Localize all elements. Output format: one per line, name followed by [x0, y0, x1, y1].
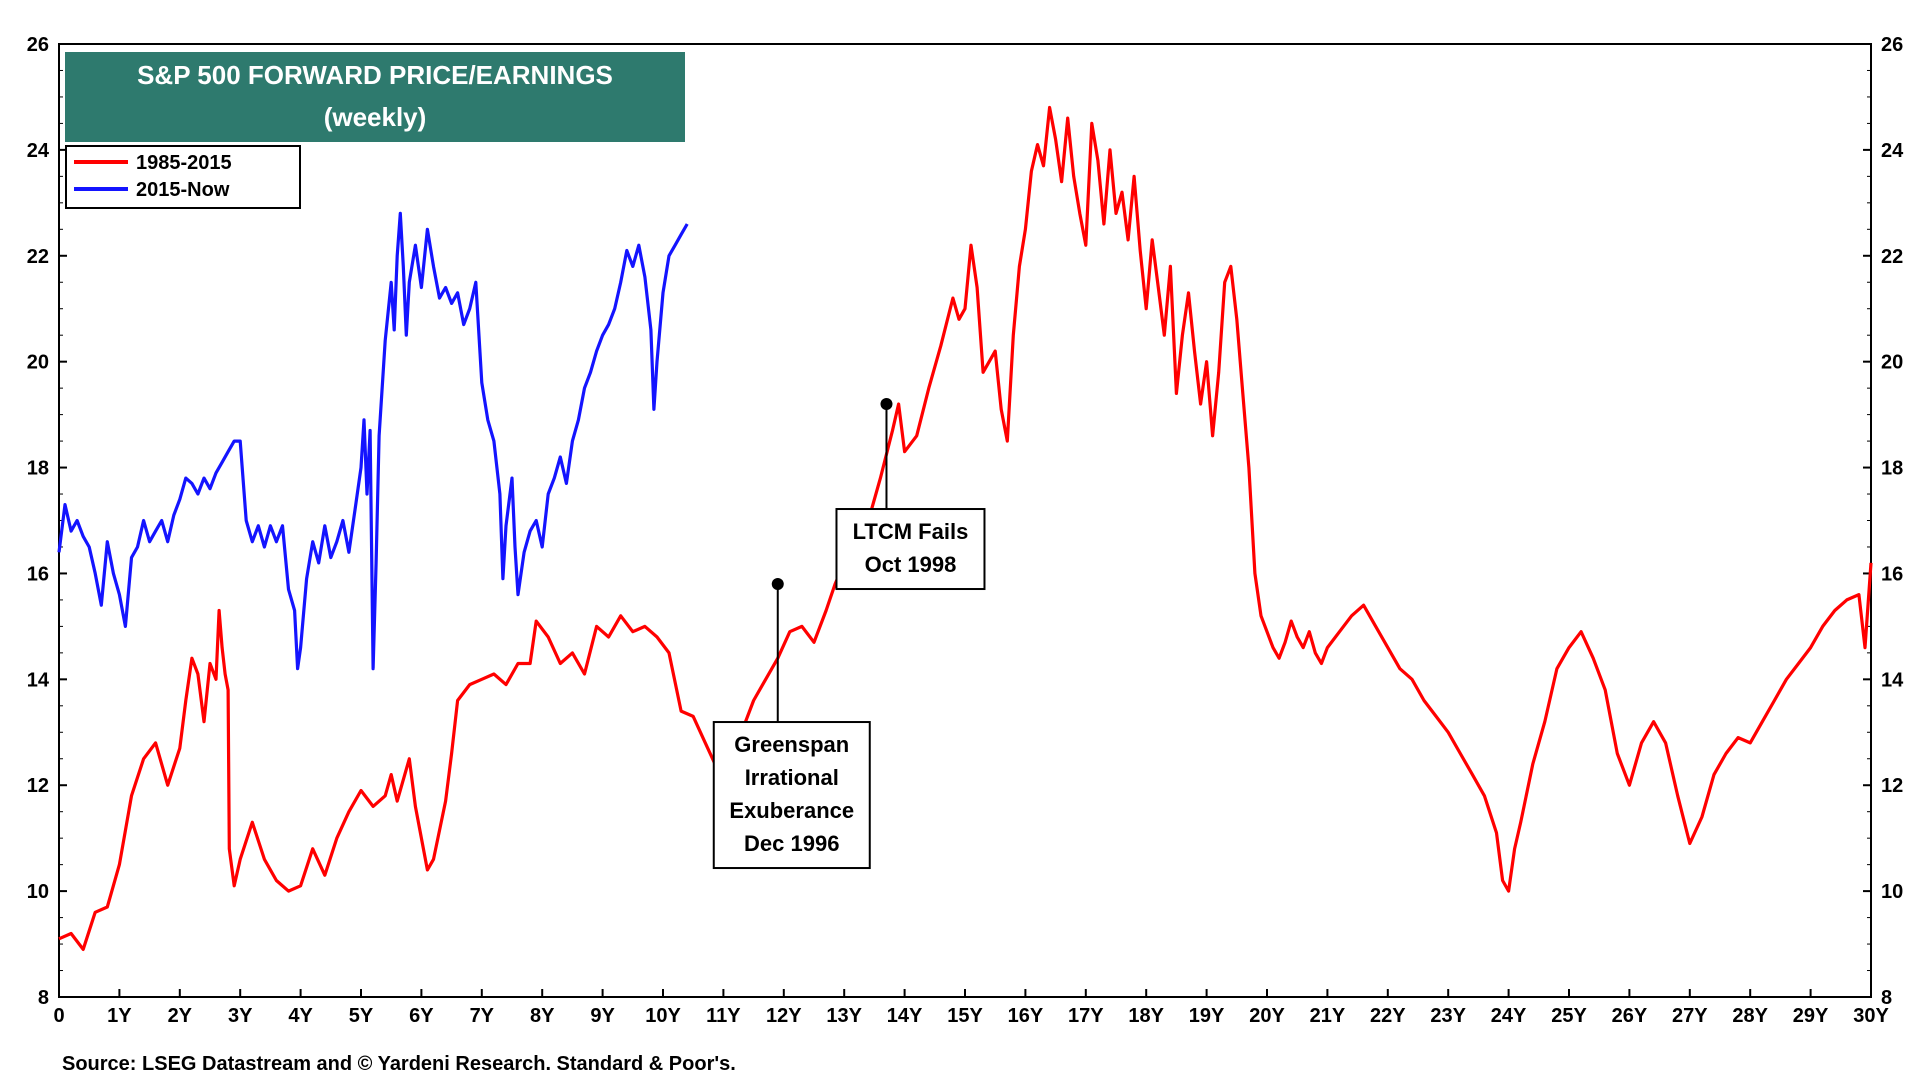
x-tick-20Y: 20Y	[1249, 1005, 1285, 1027]
x-tick-13Y: 13Y	[826, 1005, 862, 1027]
y-tick-left-22: 22	[27, 246, 49, 268]
x-tick-18Y: 18Y	[1128, 1005, 1164, 1027]
y-tick-right-22: 22	[1881, 246, 1903, 268]
annotation-text-0-1: Irrational	[745, 765, 839, 790]
annotation-box-0	[712, 721, 871, 870]
legend: 1985-2015 2015-Now	[65, 145, 301, 209]
y-tick-left-26: 26	[27, 34, 49, 56]
x-tick-9Y: 9Y	[590, 1005, 615, 1027]
y-tick-left-24: 24	[27, 140, 50, 162]
x-tick-21Y: 21Y	[1310, 1005, 1346, 1027]
series-line-1985-2015	[58, 105, 1873, 951]
annotation-text-0-3: Dec 1996	[744, 831, 839, 856]
axis-ticks: 8 8 10 10 12 12 14 14 16 16 18 18 20 20 22 22 24 24 26 26 0 1…	[27, 34, 1904, 1027]
chart-subtitle: (weekly)	[324, 102, 427, 132]
y-tick-right-24: 24	[1881, 140, 1904, 162]
x-tick-1Y: 1Y	[107, 1005, 132, 1027]
annotation-dot-1	[880, 398, 893, 411]
x-tick-4Y: 4Y	[288, 1005, 313, 1027]
x-tick-15Y: 15Y	[947, 1005, 983, 1027]
annotations: Greenspan Irrational Exuberance Dec 1996 LTC…	[712, 398, 986, 870]
y-tick-right-18: 18	[1881, 458, 1903, 480]
y-tick-right-8: 8	[1881, 987, 1892, 1009]
x-tick-25Y: 25Y	[1551, 1005, 1587, 1027]
x-tick-0: 0	[53, 1005, 64, 1027]
x-tick-24Y: 24Y	[1491, 1005, 1527, 1027]
annotation-text-1-1: Oct 1998	[865, 552, 957, 577]
y-tick-left-8: 8	[38, 987, 49, 1009]
x-tick-26Y: 26Y	[1612, 1005, 1648, 1027]
y-tick-right-12: 12	[1881, 775, 1903, 797]
y-tick-left-20: 20	[27, 352, 49, 374]
y-tick-right-16: 16	[1881, 563, 1903, 585]
y-tick-left-14: 14	[27, 669, 50, 691]
y-tick-left-12: 12	[27, 775, 49, 797]
series-lines	[57, 105, 1873, 951]
x-tick-17Y: 17Y	[1068, 1005, 1104, 1027]
x-tick-29Y: 29Y	[1793, 1005, 1829, 1027]
source-note: Source: LSEG Datastream and © Yardeni Re…	[62, 1053, 736, 1075]
x-tick-5Y: 5Y	[349, 1005, 374, 1027]
x-tick-16Y: 16Y	[1008, 1005, 1044, 1027]
x-tick-3Y: 3Y	[228, 1005, 253, 1027]
y-tick-right-10: 10	[1881, 881, 1903, 903]
x-tick-27Y: 27Y	[1672, 1005, 1708, 1027]
title-background	[65, 52, 685, 142]
x-tick-7Y: 7Y	[470, 1005, 495, 1027]
annotation-text-0-0: Greenspan	[734, 732, 849, 757]
chart-title-box: S&P 500 FORWARD PRICE/EARNINGS (weekly)	[65, 52, 685, 142]
x-tick-11Y: 11Y	[706, 1005, 741, 1027]
annotation-text-1-0: LTCM Fails	[853, 519, 969, 544]
y-tick-right-14: 14	[1881, 669, 1904, 691]
x-tick-30Y: 30Y	[1853, 1005, 1889, 1027]
x-tick-2Y: 2Y	[168, 1005, 193, 1027]
x-tick-19Y: 19Y	[1189, 1005, 1225, 1027]
x-tick-22Y: 22Y	[1370, 1005, 1406, 1027]
x-tick-28Y: 28Y	[1732, 1005, 1768, 1027]
annotation-text-0-2: Exuberance	[729, 798, 854, 823]
y-tick-left-18: 18	[27, 458, 49, 480]
x-tick-14Y: 14Y	[887, 1005, 923, 1027]
y-tick-right-26: 26	[1881, 34, 1903, 56]
y-tick-right-20: 20	[1881, 352, 1903, 374]
x-tick-10Y: 10Y	[645, 1005, 681, 1027]
x-tick-6Y: 6Y	[409, 1005, 434, 1027]
annotation-box-1	[835, 508, 986, 591]
x-tick-23Y: 23Y	[1430, 1005, 1466, 1027]
y-tick-left-10: 10	[27, 881, 49, 903]
series-line-2015-now	[57, 211, 689, 671]
annotation-dot-0	[771, 578, 784, 591]
y-tick-left-16: 16	[27, 563, 49, 585]
x-tick-12Y: 12Y	[766, 1005, 802, 1027]
legend-label-2015-now: 2015-Now	[136, 179, 230, 201]
legend-label-1985-2015: 1985-2015	[136, 152, 232, 174]
legend-box	[65, 145, 301, 209]
x-tick-8Y: 8Y	[530, 1005, 555, 1027]
chart-title: S&P 500 FORWARD PRICE/EARNINGS	[137, 60, 613, 90]
